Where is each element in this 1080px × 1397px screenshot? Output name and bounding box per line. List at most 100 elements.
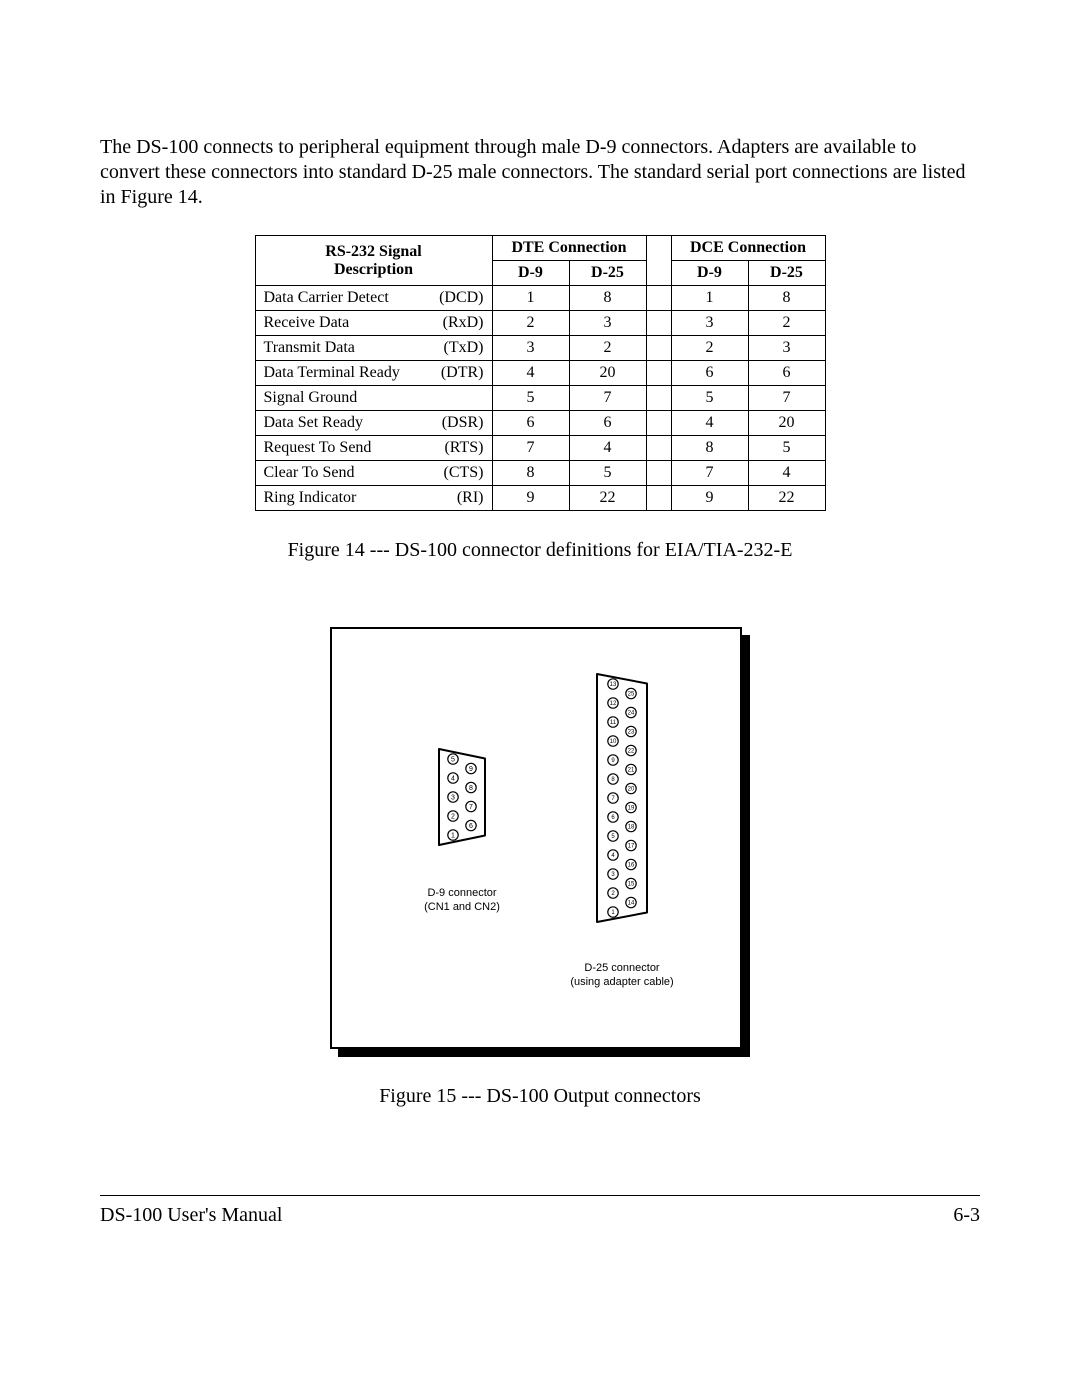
dce-d25: 20 [748,411,825,436]
figure14-caption: Figure 14 --- DS-100 connector definitio… [100,539,980,562]
th-dce-d9: D-9 [671,261,748,286]
table-head: RS-232 Signal Description DTE Connection… [255,236,825,286]
table-row: Transmit Data(TxD)3223 [255,336,825,361]
signal-name: Ring Indicator [264,489,357,507]
dte-d9: 7 [492,436,569,461]
d9-sublabel: (CN1 and CN2) [424,901,500,913]
dte-d25: 6 [569,411,646,436]
dte-d25: 8 [569,286,646,311]
signal-name: Data Terminal Ready [264,364,400,382]
table-row: Data Terminal Ready(DTR)42066 [255,361,825,386]
signal-name: Data Set Ready [264,414,364,432]
signal-abbr: (DCD) [439,289,483,307]
table-row: Data Carrier Detect(DCD)1818 [255,286,825,311]
row-gap [646,286,671,311]
th-desc-l2: Description [334,261,413,278]
table-row: Request To Send(RTS)7485 [255,436,825,461]
dte-d9: 8 [492,461,569,486]
table-row: Signal Ground5757 [255,386,825,411]
dte-d9: 3 [492,336,569,361]
signal-name: Data Carrier Detect [264,289,389,307]
pin-number: 16 [628,863,635,869]
dce-d9: 6 [671,361,748,386]
table-body: Data Carrier Detect(DCD)1818Receive Data… [255,286,825,511]
dte-d25: 7 [569,386,646,411]
pin-number: 9 [469,766,473,773]
row-gap [646,386,671,411]
pin-number: 24 [628,711,635,717]
dte-d9: 4 [492,361,569,386]
pin-number: 4 [451,775,455,782]
row-gap [646,336,671,361]
dte-d9: 1 [492,286,569,311]
row-gap [646,436,671,461]
signal-description: Receive Data (RxD) [255,311,492,336]
dte-d9: 2 [492,311,569,336]
signal-description: Data Terminal Ready (DTR) [255,361,492,386]
table-row: Ring Indicator(RI)922922 [255,486,825,511]
row-gap [646,311,671,336]
pin-number: 11 [610,720,617,726]
dte-d9: 9 [492,486,569,511]
d9-label: D-9 connector [427,887,496,899]
signal-abbr: (RxD) [443,314,484,332]
signal-abbr: (RTS) [444,439,483,457]
th-dte: DTE Connection [492,236,646,261]
dce-d25: 2 [748,311,825,336]
table-row: Receive Data(RxD)2332 [255,311,825,336]
pin-number: 22 [628,749,635,755]
connector-outline [439,749,485,845]
figure15-inner: 543219876D-9 connector(CN1 and CN2)13121… [330,627,742,1049]
pinout-table: RS-232 Signal Description DTE Connection… [255,235,826,511]
signal-name: Signal Ground [264,389,358,407]
dte-d25: 5 [569,461,646,486]
figure15-box: 543219876D-9 connector(CN1 and CN2)13121… [330,627,750,1057]
dce-d9: 8 [671,436,748,461]
page-footer: DS-100 User's Manual 6-3 [100,1195,980,1227]
signal-name: Request To Send [264,439,372,457]
dce-d9: 9 [671,486,748,511]
dce-d25: 8 [748,286,825,311]
page: The DS-100 connects to peripheral equipm… [0,0,1080,1397]
signal-name: Clear To Send [264,464,355,482]
dce-d9: 5 [671,386,748,411]
pin-number: 8 [469,785,473,792]
dte-d25: 22 [569,486,646,511]
th-gap [646,236,671,286]
signal-name: Receive Data [264,314,350,332]
dte-d25: 4 [569,436,646,461]
pin-number: 17 [628,844,635,850]
footer-left: DS-100 User's Manual [100,1204,282,1227]
signal-description: Clear To Send(CTS) [255,461,492,486]
signal-abbr: (DTR) [441,364,484,382]
pin-number: 1 [451,832,455,839]
th-dce: DCE Connection [671,236,825,261]
pinout-table-wrap: RS-232 Signal Description DTE Connection… [100,235,980,511]
dce-d25: 6 [748,361,825,386]
pin-number: 18 [628,825,635,831]
dce-d9: 1 [671,286,748,311]
th-dce-d25: D-25 [748,261,825,286]
th-desc-l1: RS-232 Signal [325,243,421,260]
connector-outline [597,674,647,922]
dce-d9: 3 [671,311,748,336]
figure15-caption: Figure 15 --- DS-100 Output connectors [100,1085,980,1108]
pin-number: 21 [628,768,635,774]
signal-description: Signal Ground [255,386,492,411]
dce-d9: 7 [671,461,748,486]
row-gap [646,461,671,486]
pin-number: 20 [628,787,635,793]
dte-d9: 5 [492,386,569,411]
pin-number: 13 [610,682,617,688]
dte-d25: 2 [569,336,646,361]
pin-number: 19 [628,806,635,812]
row-gap [646,486,671,511]
th-dte-d9: D-9 [492,261,569,286]
signal-description: Data Carrier Detect (DCD) [255,286,492,311]
table-row: Data Set Ready(DSR)66420 [255,411,825,436]
pin-number: 23 [628,730,635,736]
table-row: Clear To Send(CTS)8574 [255,461,825,486]
pin-number: 12 [610,701,617,707]
dce-d25: 22 [748,486,825,511]
pin-number: 6 [469,823,473,830]
